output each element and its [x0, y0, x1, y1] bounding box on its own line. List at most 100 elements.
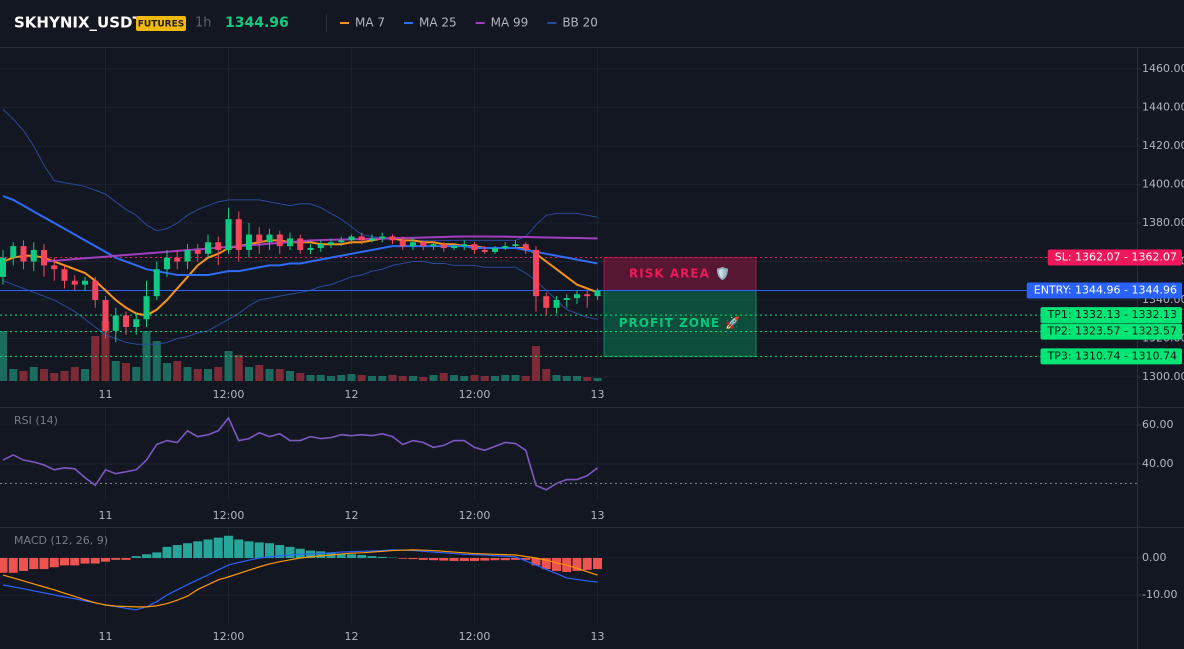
- rsi-line: [2, 416, 598, 491]
- volume-bar: [388, 375, 397, 381]
- volume-bar: [265, 369, 274, 381]
- histogram-bar: [552, 557, 561, 571]
- volume-bar: [70, 367, 79, 381]
- badge: FUTURES: [138, 20, 184, 30]
- histogram-bar: [449, 557, 459, 561]
- volume-bar: [511, 375, 520, 381]
- candle-body: [492, 248, 498, 252]
- histogram-bar: [500, 557, 510, 561]
- histogram-bar: [418, 557, 428, 560]
- level-tag-bg: [1040, 307, 1182, 324]
- histogram-bar: [90, 557, 100, 564]
- x-tick-label: 12: [345, 509, 359, 522]
- y-tick-label: 40.00: [1142, 457, 1174, 470]
- panel-title: MACD (12, 26, 9): [14, 534, 108, 547]
- volume-bar: [245, 367, 253, 381]
- candle-body: [502, 246, 509, 249]
- candle-body: [71, 280, 78, 285]
- histogram-bar: [142, 554, 151, 558]
- volume-bar: [50, 373, 59, 381]
- candle-body: [143, 296, 150, 320]
- x-tick-label: 12: [345, 388, 359, 401]
- ma-line: [2, 195, 598, 276]
- histogram-bar: [203, 539, 213, 558]
- level-tag-label: ENTRY: 1344.96 - 1344.96: [1034, 283, 1177, 296]
- x-tick-label: 12:00: [459, 388, 491, 401]
- candle-body: [481, 249, 488, 252]
- candle-body: [174, 257, 181, 262]
- candle-body: [563, 298, 570, 301]
- volume-bar: [306, 375, 315, 381]
- y-tick-label: 0.00: [1142, 551, 1167, 564]
- volume-bar: [450, 375, 458, 381]
- histogram-bar: [275, 545, 285, 558]
- x-tick-label: 13: [591, 509, 605, 522]
- last-price: 1344.96: [225, 15, 289, 31]
- volume-bar: [60, 371, 69, 381]
- candle-body: [10, 246, 17, 258]
- histogram-bar: [39, 557, 49, 570]
- candle-body: [451, 246, 457, 249]
- volume-bar: [255, 365, 264, 381]
- symbol[interactable]: SKHYNIX_USDT: [14, 14, 143, 32]
- zone: [603, 257, 757, 291]
- level-tag: TP1: 1332.13 - 1332.13: [1040, 307, 1182, 324]
- y-tick-label: 1380.00: [1142, 216, 1184, 229]
- candle-body: [522, 244, 529, 250]
- histogram-bar: [244, 541, 254, 558]
- volume-bar: [183, 367, 192, 381]
- volume-bar: [29, 367, 38, 381]
- legend-label: MA 99: [491, 16, 529, 30]
- candle-body: [328, 242, 334, 245]
- histogram-bar: [531, 557, 541, 566]
- candle-body: [471, 244, 478, 250]
- candle-body: [153, 269, 160, 297]
- level-tag-bg: [1026, 282, 1182, 299]
- candle-body: [584, 294, 591, 297]
- x-tick-label: 13: [591, 630, 605, 643]
- volume-bar: [470, 375, 479, 381]
- volume-bar: [122, 363, 130, 381]
- candle-body: [317, 244, 324, 249]
- histogram-bar: [265, 543, 274, 558]
- candle-body: [358, 236, 365, 241]
- histogram-bar: [357, 555, 367, 558]
- candle-body: [420, 242, 427, 247]
- interval[interactable]: 1h: [195, 16, 212, 31]
- y-tick-label: 1440.00: [1142, 100, 1184, 113]
- candle-body: [553, 300, 560, 308]
- candle-body: [92, 280, 99, 301]
- x-tick-label: 11: [99, 388, 113, 401]
- candle-body: [410, 242, 416, 247]
- histogram-bar: [377, 556, 387, 558]
- candle-body: [205, 242, 211, 254]
- volume-bar: [337, 375, 346, 381]
- candle-body: [102, 300, 109, 331]
- candle-body: [399, 240, 406, 247]
- volume-bar: [296, 373, 305, 381]
- volume-bar: [398, 376, 407, 381]
- histogram-bar: [0, 557, 8, 573]
- histogram-bar: [80, 557, 90, 564]
- volume-bar: [224, 351, 233, 381]
- candle-body: [235, 219, 242, 250]
- volume-bar: [204, 369, 212, 381]
- volume-bar: [327, 376, 335, 381]
- candle-body: [0, 257, 6, 277]
- volume-bar: [193, 369, 202, 381]
- volume-bar: [91, 336, 100, 381]
- volume-bar: [552, 375, 561, 381]
- volume-bar: [501, 375, 510, 381]
- volume-bar: [368, 376, 376, 381]
- volume-bar: [163, 363, 171, 381]
- candle-body: [574, 294, 580, 299]
- volume-bar: [480, 376, 489, 381]
- candle-body: [379, 236, 386, 239]
- candle-body: [133, 319, 140, 327]
- histogram-bar: [336, 553, 346, 558]
- histogram-bar: [429, 557, 438, 561]
- volume-bar: [521, 376, 530, 381]
- candle-body: [307, 248, 314, 250]
- x-tick-label: 12: [345, 630, 359, 643]
